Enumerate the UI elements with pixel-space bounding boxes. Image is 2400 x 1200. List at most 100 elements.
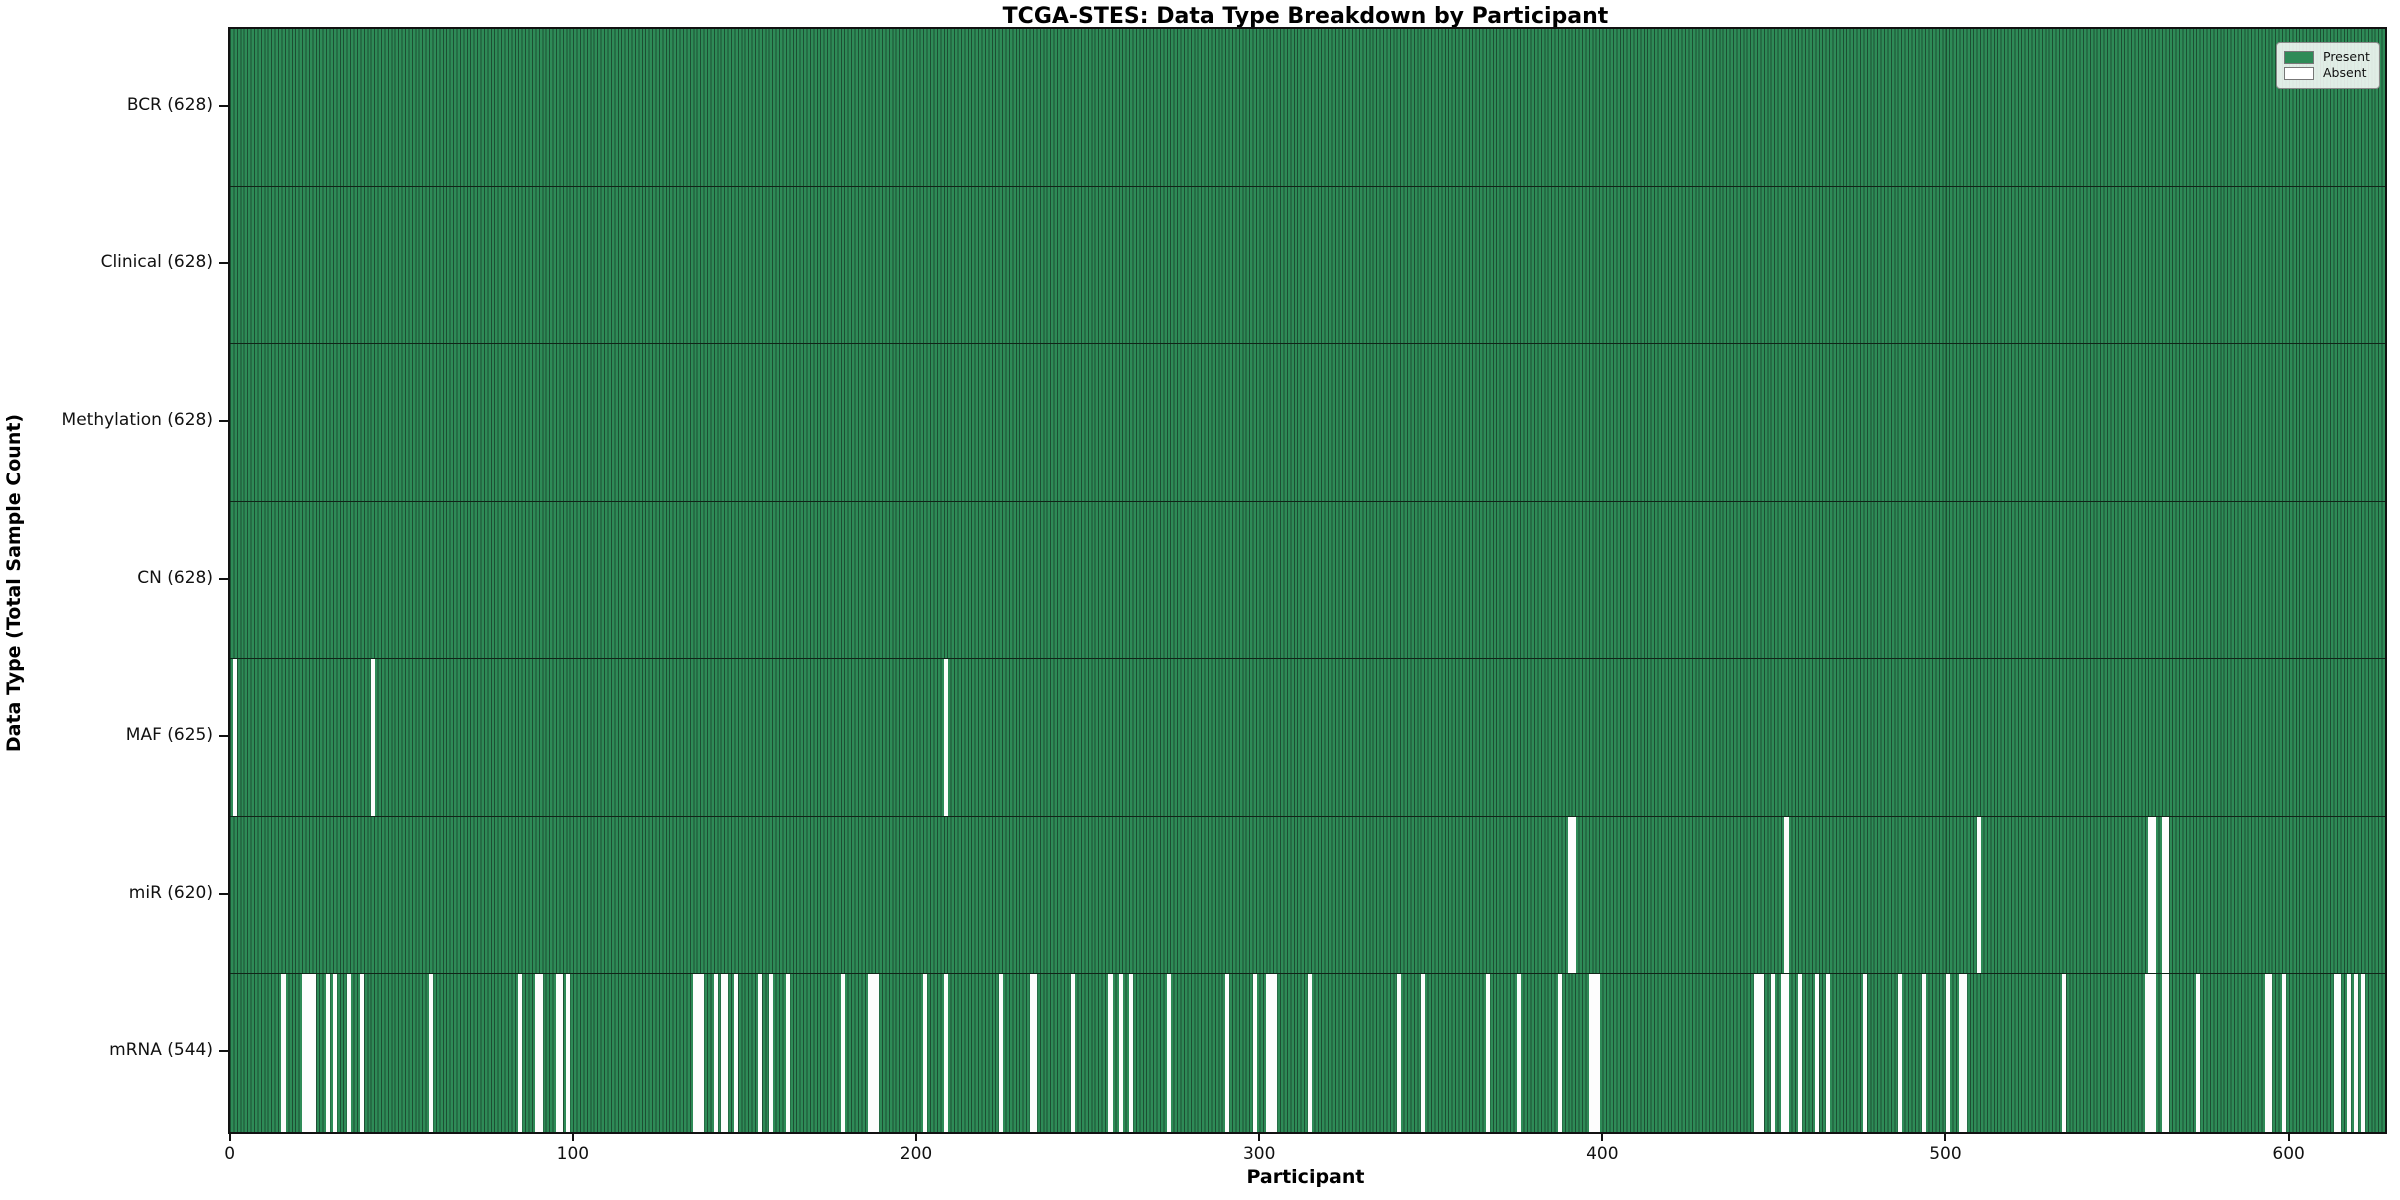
absent-bar	[1784, 816, 1789, 974]
x-tick-label: 600	[2272, 1144, 2305, 1164]
x-tick-label: 200	[899, 1144, 933, 1164]
absent-bar	[2347, 974, 2352, 1132]
absent-bar	[1485, 974, 1490, 1132]
absent-bar	[785, 974, 790, 1132]
absent-bar	[871, 974, 876, 1132]
absent-bar	[1595, 974, 1600, 1132]
absent-bar	[1798, 974, 1803, 1132]
y-tick-label-mir: miR (620)	[128, 882, 213, 903]
y-tick-mark	[219, 1050, 228, 1053]
heatmap-row-clinical	[230, 187, 2385, 345]
absent-bar	[2161, 816, 2166, 974]
absent-bar	[1760, 974, 1765, 1132]
absent-bar	[2264, 974, 2269, 1132]
absent-bar	[1568, 816, 1573, 974]
absent-bar	[693, 974, 698, 1132]
absent-bar	[312, 974, 317, 1132]
absent-bar	[1166, 974, 1171, 1132]
absent-bar	[998, 974, 1003, 1132]
absent-bar	[1770, 974, 1775, 1132]
absent-bar	[2161, 974, 2166, 1132]
absent-bar	[720, 974, 725, 1132]
y-tick-label-bcr: BCR (628)	[126, 94, 213, 115]
y-tick-label-clinical: Clinical (628)	[100, 252, 213, 273]
absent-bar	[518, 974, 523, 1132]
y-tick-label-mrna: mRNA (544)	[109, 1040, 213, 1061]
absent-bar	[875, 974, 880, 1132]
x-tick-mark	[228, 1132, 231, 1141]
absent-bar	[1825, 974, 1830, 1132]
absent-bar	[1784, 974, 1789, 1132]
absent-bar	[346, 974, 351, 1132]
plot-area: Present Absent	[228, 27, 2387, 1134]
absent-bar	[2165, 974, 2170, 1132]
heatmap-row-maf	[230, 659, 2385, 817]
absent-bar	[233, 659, 238, 816]
heatmap-row-mir	[230, 816, 2385, 975]
absent-bar	[538, 974, 543, 1132]
absent-bar	[1396, 974, 1401, 1132]
x-tick-label: 0	[224, 1144, 236, 1164]
heatmap-row-cn	[230, 502, 2385, 660]
absent-bar	[1753, 974, 1758, 1132]
absent-bar	[1781, 974, 1786, 1132]
x-tick-mark	[1601, 1132, 1604, 1141]
absent-bar	[566, 974, 571, 1132]
absent-bar	[1571, 816, 1576, 974]
absent-bar	[2196, 974, 2201, 1132]
absent-bar	[840, 974, 845, 1132]
absent-bar	[1757, 974, 1762, 1132]
absent-bar	[1269, 974, 1274, 1132]
absent-bar	[713, 974, 718, 1132]
absent-bar	[1307, 974, 1312, 1132]
x-tick-mark	[1258, 1132, 1261, 1141]
absent-bar	[2062, 974, 2067, 1132]
absent-bar	[1118, 974, 1123, 1132]
absent-bar	[535, 974, 540, 1132]
absent-bar	[1592, 974, 1597, 1132]
absent-bar	[1225, 974, 1230, 1132]
legend-label: Present	[2323, 49, 2370, 65]
absent-bar	[1252, 974, 1257, 1132]
absent-bar	[1962, 974, 1967, 1132]
y-tick-label-maf: MAF (625)	[125, 725, 213, 746]
absent-bar	[2148, 974, 2153, 1132]
absent-bar	[724, 974, 729, 1132]
absent-bar	[943, 659, 948, 816]
absent-bar	[868, 974, 873, 1132]
absent-bar	[758, 974, 763, 1132]
absent-bar	[2144, 974, 2149, 1132]
absent-bar	[1108, 974, 1113, 1132]
absent-bar	[2151, 974, 2156, 1132]
absent-bar	[2165, 816, 2170, 974]
x-axis-label: Participant	[1246, 1166, 1365, 1188]
absent-bar	[332, 974, 337, 1132]
absent-bar	[326, 974, 331, 1132]
absent-bar	[1558, 974, 1563, 1132]
chart-title: TCGA-STES: Data Type Breakdown by Partic…	[1002, 4, 1609, 29]
y-tick-mark	[219, 577, 228, 580]
y-tick-mark	[219, 419, 228, 422]
absent-bar	[1273, 974, 1278, 1132]
y-tick-label-methylation: Methylation (628)	[61, 409, 213, 430]
x-tick-mark	[2287, 1132, 2290, 1141]
absent-bar	[2151, 816, 2156, 974]
absent-bar	[1029, 974, 1034, 1132]
absent-bar	[1959, 974, 1964, 1132]
absent-bar	[1129, 974, 1134, 1132]
absent-bar	[923, 974, 928, 1132]
absent-bar	[1070, 974, 1075, 1132]
absent-bar	[2282, 974, 2287, 1132]
absent-bar	[1266, 974, 1271, 1132]
absent-bar	[700, 974, 705, 1132]
absent-bar	[1897, 974, 1902, 1132]
absent-bar	[1815, 974, 1820, 1132]
absent-bar	[1032, 974, 1037, 1132]
y-tick-mark	[219, 892, 228, 895]
absent-bar	[1976, 816, 1981, 974]
absent-bar	[943, 974, 948, 1132]
y-tick-mark	[219, 262, 228, 265]
absent-bar	[559, 974, 564, 1132]
heatmap-row-methylation	[230, 344, 2385, 502]
heatmap-row-mrna	[230, 974, 2385, 1132]
